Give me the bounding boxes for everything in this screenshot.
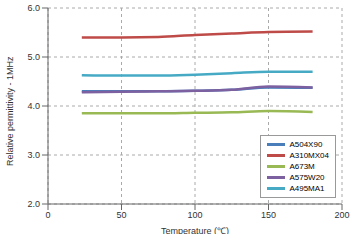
- svg-text:2.0: 2.0: [27, 199, 40, 209]
- html-text:A310MX04: A310MX04: [289, 151, 329, 160]
- svg-text:6.0: 6.0: [27, 3, 40, 13]
- svg-text:Relative permittivity - 1MHz: Relative permittivity - 1MHz: [8, 56, 15, 166]
- html-text:A575W20: A575W20: [289, 173, 325, 182]
- svg-text:4.0: 4.0: [27, 101, 40, 111]
- html-text:A673M: A673M: [289, 162, 315, 171]
- svg-text:50: 50: [116, 210, 126, 220]
- svg-text:150: 150: [261, 210, 276, 220]
- svg-text:5.0: 5.0: [27, 52, 40, 62]
- html-text:A504X90: A504X90: [289, 140, 323, 149]
- svg-text:100: 100: [187, 210, 202, 220]
- svg-text:200: 200: [334, 210, 342, 220]
- svg-text:0: 0: [45, 210, 50, 220]
- html-text:A495MA1: A495MA1: [289, 184, 325, 193]
- svg-text:3.0: 3.0: [27, 150, 40, 160]
- svg-text:Temperature (℃): Temperature (℃): [161, 226, 229, 234]
